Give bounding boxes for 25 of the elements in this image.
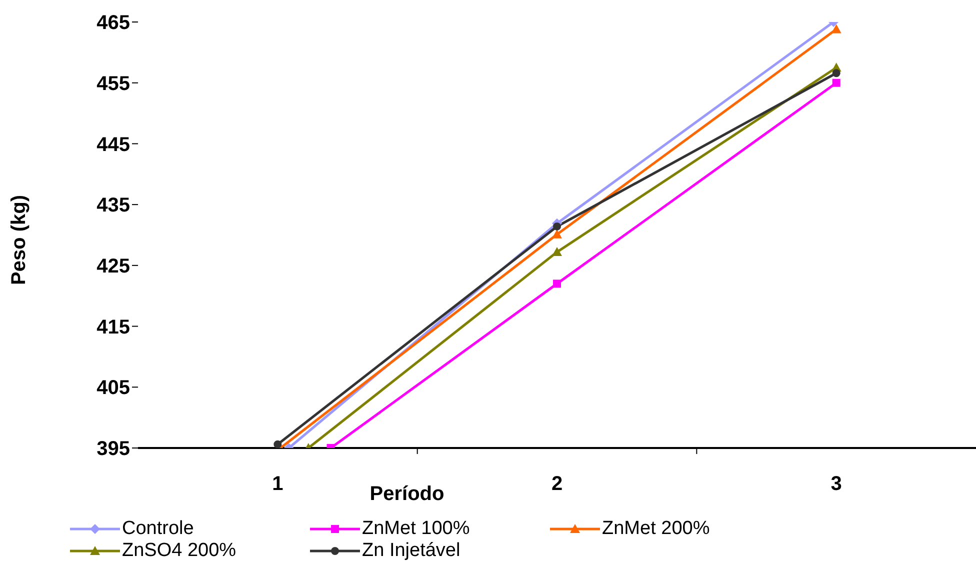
y-tick-label: 435 [96,194,130,217]
x-tick-label: 3 [830,473,842,495]
y-axis-title: Peso (kg) [8,194,30,285]
legend-label: Controle [121,518,195,540]
x-tick-label: 1 [272,473,284,495]
point [831,24,842,34]
legend-label: ZnSO4 200% [121,540,238,562]
point [553,280,561,288]
x-axis-title: Período [370,483,444,505]
point [832,78,840,87]
y-tick-label: 425 [96,256,130,278]
point [552,229,562,238]
y-tick-label: 445 [96,134,130,156]
legend-label: ZnMet 200% [601,518,711,540]
x-tick-label: 2 [551,473,563,495]
legend-label: Zn Injetável [361,540,462,562]
y-tick-label: 455 [96,72,130,95]
legend-label: ZnMet 100% [361,518,471,540]
y-tick-label: 405 [96,377,130,400]
y-tick-label: 465 [96,12,130,34]
y-tick-label: 415 [96,316,130,338]
point [553,222,561,230]
y-tick-label: 395 [96,438,130,460]
point [552,247,562,256]
point [832,69,840,78]
